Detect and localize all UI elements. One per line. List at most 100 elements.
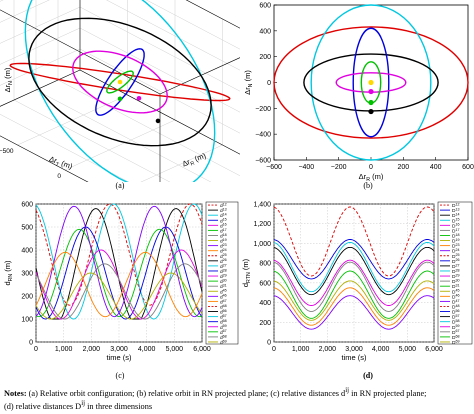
legend-entry: D57 xyxy=(452,314,459,321)
legend-entry: D59 xyxy=(452,324,459,331)
legend-entry: D14 xyxy=(452,213,459,220)
x-tick-label: 5,000 xyxy=(399,346,417,353)
legend-entry: D48 xyxy=(452,304,459,311)
y-tick-label: 400 xyxy=(259,28,271,35)
legend-entry: D47 xyxy=(452,299,459,306)
x-tick-label: 600 xyxy=(462,164,474,171)
legend-entry: D25 xyxy=(452,253,459,260)
legend-entry: D12 xyxy=(452,202,459,209)
legend-entry: d31 xyxy=(220,284,227,291)
legend-entry: d58 xyxy=(220,319,227,326)
y-tick-label: 500 xyxy=(21,225,33,232)
x-tick-label: 0 xyxy=(369,164,373,171)
y-tick-label: −400 xyxy=(255,132,271,139)
grid-line xyxy=(13,99,171,182)
orbit-ellipse xyxy=(273,26,469,139)
series-line xyxy=(35,205,203,318)
legend-entry: d48 xyxy=(220,304,227,311)
legend-entry: D28 xyxy=(452,268,459,275)
y-tick-label: 1,400 xyxy=(253,202,271,209)
grid-line xyxy=(0,69,81,107)
y-tick-label: 0 xyxy=(29,340,33,347)
series-line xyxy=(273,280,435,321)
box-edge xyxy=(0,135,89,182)
series-line xyxy=(35,228,203,318)
z-axis-label: ΔrN (m) xyxy=(3,67,14,92)
x-tick-label: 6,000 xyxy=(425,346,443,353)
legend-entry: D29 xyxy=(452,273,459,280)
x-tick-label: 2,000 xyxy=(319,346,337,353)
legend-entry: D31 xyxy=(452,284,459,291)
y-tick-label: 400 xyxy=(259,300,271,307)
notes-line1b: in RN projected plane; xyxy=(349,388,427,398)
legend-entry: d30 xyxy=(220,279,227,286)
series-line xyxy=(35,203,203,306)
series-line xyxy=(273,261,435,312)
legend-entry: D19 xyxy=(452,238,459,245)
y-axis-label: dRTN (m) xyxy=(241,258,252,287)
y-tick-label: 1,200 xyxy=(253,221,271,228)
legend-entry: D23 xyxy=(452,243,459,250)
y-tick-label: −600 xyxy=(255,158,271,165)
notes-sup2: ij xyxy=(81,399,86,407)
legend: D12D13D14D15D16D17D18D19D23D24D25D26D27D… xyxy=(437,201,473,346)
caption-a: (a) xyxy=(115,181,125,190)
chart-a-3d-orbits: 6004002000−200−400−6001,0005000−500−1,00… xyxy=(0,0,240,182)
caption-b: (b) xyxy=(363,181,373,190)
y-tick-label: 800 xyxy=(259,261,271,268)
x-tick-label: 4,000 xyxy=(138,346,156,353)
orbit-cyan xyxy=(24,0,216,182)
grid-line xyxy=(35,89,212,182)
x-tick-label: 2,000 xyxy=(83,346,101,353)
legend-entry: D58 xyxy=(452,319,459,326)
legend-entry: D15 xyxy=(452,218,459,225)
orbit-ellipse xyxy=(310,4,432,161)
legend-entry: d68 xyxy=(220,334,227,341)
legend-entry: D27 xyxy=(452,263,459,270)
y-tick-label: 400 xyxy=(21,248,33,255)
t-axis-label: ΔrT (m) xyxy=(47,154,74,173)
y-tick-label: 300 xyxy=(21,271,33,278)
grid-line xyxy=(0,0,240,71)
orbit-point xyxy=(117,96,123,102)
legend: d12d13d14d15d16d17d18d19d23d24d25d26d27d… xyxy=(205,201,239,346)
notes-line2b: in three dimensions xyxy=(85,401,153,411)
legend-entry: d56 xyxy=(220,309,227,316)
notes-sup1: ij xyxy=(345,387,350,394)
grid-line xyxy=(0,113,130,182)
y-tick-label: 600 xyxy=(21,202,33,209)
chart-d-rtn-distances: 0 200 400 600 800 1,000 1,200 1,400 0 1,000 2,000 3… xyxy=(241,201,473,362)
y-axis-label: dRN (m) xyxy=(3,260,14,286)
legend-entry: d59 xyxy=(220,324,227,331)
orbit-point xyxy=(136,96,142,101)
notes-line1: (a) Relative orbit configuration; (b) re… xyxy=(26,388,346,398)
legend-entry: d19 xyxy=(220,238,227,245)
orbit-magenta xyxy=(72,50,168,114)
x-tick-label: 4,000 xyxy=(372,346,390,353)
x-tick-label: 0 xyxy=(272,346,276,353)
legend-entry: D26 xyxy=(452,258,459,265)
x-tick-label: 400 xyxy=(430,164,442,171)
legend-entry: d23 xyxy=(220,243,227,250)
y-tick-label: 200 xyxy=(21,294,33,301)
x-axis-label: ΔrR (m) xyxy=(359,172,384,182)
t-tick-label: 0 xyxy=(57,173,61,180)
box-edge xyxy=(159,57,240,95)
figure-notes: Notes: (a) Relative orbit configuration;… xyxy=(4,386,472,412)
box-edge xyxy=(185,0,240,29)
legend-entry: D24 xyxy=(452,248,459,255)
x-tick-label: 200 xyxy=(397,164,409,171)
x-axis-label: time (s) xyxy=(107,353,133,362)
legend-entry: D13 xyxy=(452,208,459,215)
legend-entry: d12 xyxy=(220,202,227,209)
legend-entry: d28 xyxy=(220,268,227,275)
legend-entry: d27 xyxy=(220,263,227,270)
legend-entry: d29 xyxy=(220,273,227,280)
x-tick-label: 0 xyxy=(34,346,38,353)
legend-entry: d26 xyxy=(220,258,227,265)
legend-entry: D67 xyxy=(452,329,459,336)
grid-line xyxy=(0,0,240,50)
series-line xyxy=(273,206,435,277)
legend-entry: D46 xyxy=(452,294,459,301)
legend-entry: D56 xyxy=(452,309,459,316)
